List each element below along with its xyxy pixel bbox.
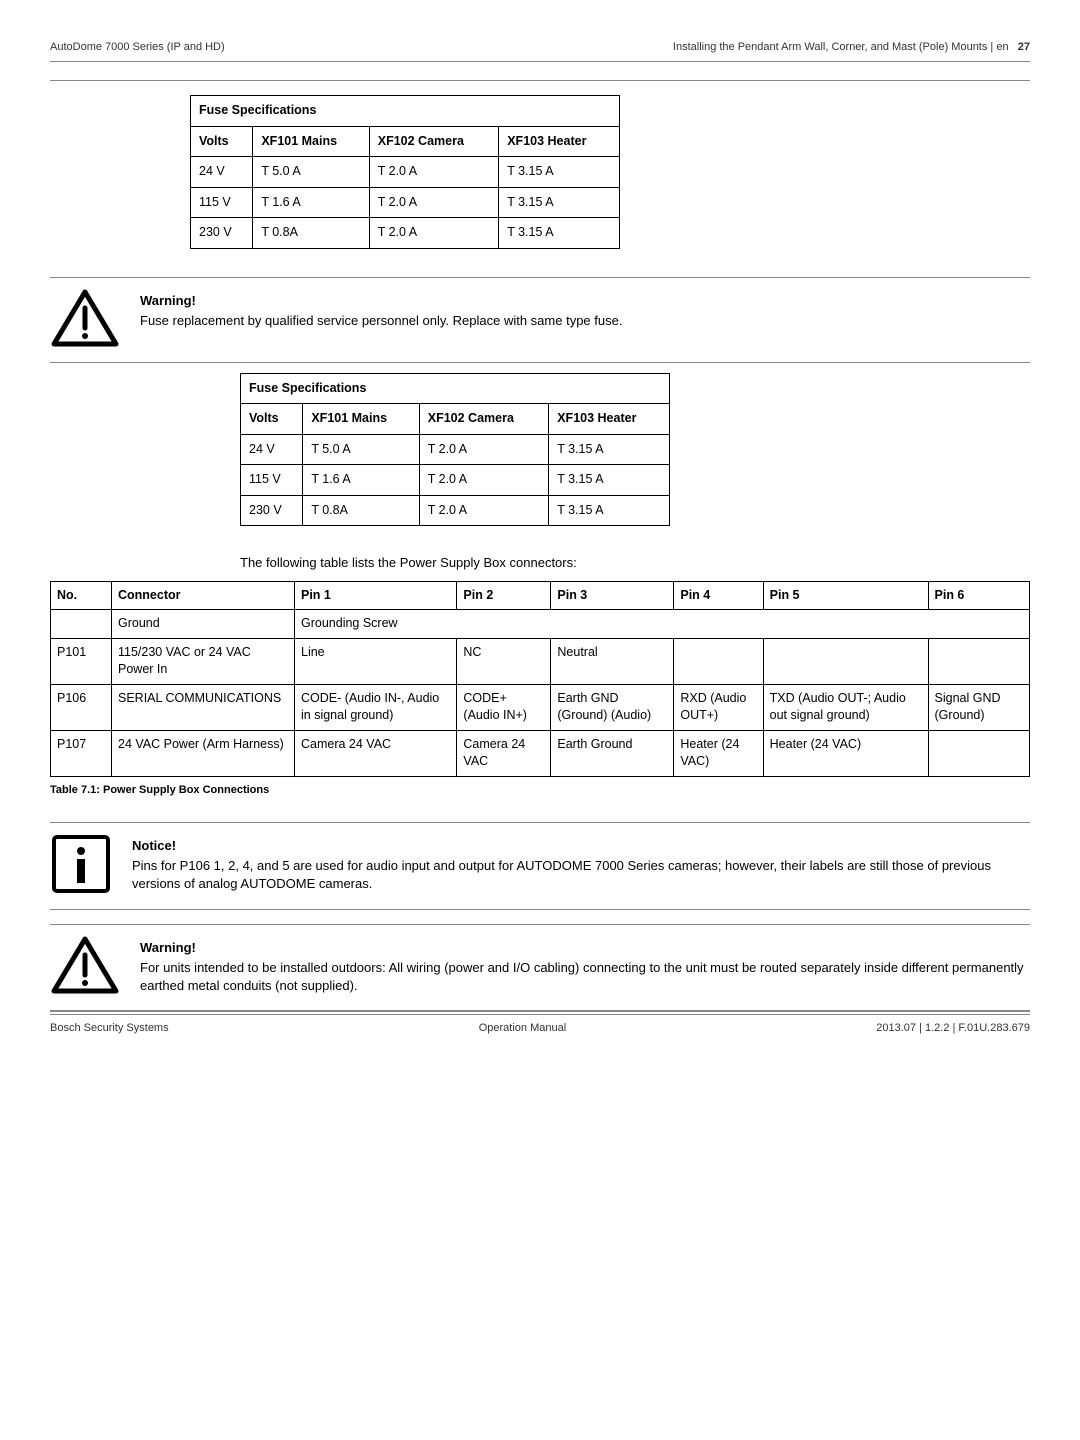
warning-triangle-icon [50,935,120,995]
divider [50,822,1030,823]
header-rule-2 [50,80,1030,81]
fuse-table-2: Fuse Specifications Volts XF101 Mains XF… [240,373,670,527]
info-square-icon [50,833,112,895]
divider [50,909,1030,910]
warning-triangle-icon [50,288,120,348]
divider [50,924,1030,925]
table-row: P107 24 VAC Power (Arm Harness) Camera 2… [51,730,1030,776]
table-row: P106 SERIAL COMMUNICATIONS CODE- (Audio … [51,684,1030,730]
connector-table: No. Connector Pin 1 Pin 2 Pin 3 Pin 4 Pi… [50,581,1030,777]
warning-title: Warning! [140,292,1030,310]
footer-left: Bosch Security Systems [50,1021,169,1036]
header-rule-1 [50,61,1030,62]
notice-title: Notice! [132,837,1030,855]
fuse-title: Fuse Specifications [191,96,620,127]
footer-rule-1 [50,1010,1030,1012]
fuse-h3: XF103 Heater [499,126,620,157]
warning-text-1: Warning! Fuse replacement by qualified s… [140,288,1030,330]
header-left: AutoDome 7000 Series (IP and HD) [50,40,225,55]
connectors-intro: The following table lists the Power Supp… [240,554,1030,572]
warning-title: Warning! [140,939,1030,957]
divider [50,277,1030,278]
divider [50,362,1030,363]
warning-body: Fuse replacement by qualified service pe… [140,313,622,328]
page-footer: Bosch Security Systems Operation Manual … [50,1021,1030,1036]
table-caption: Table 7.1: Power Supply Box Connections [50,783,1030,798]
warning-text-2: Warning! For units intended to be instal… [140,935,1030,996]
notice-body: Pins for P106 1, 2, 4, and 5 are used fo… [132,858,991,891]
notice-text: Notice! Pins for P106 1, 2, 4, and 5 are… [132,833,1030,894]
fuse-h1: XF101 Mains [253,126,369,157]
fuse-h2: XF102 Camera [369,126,498,157]
footer-right: 2013.07 | 1.2.2 | F.01U.283.679 [876,1021,1030,1036]
footer-rule-2 [50,1014,1030,1015]
fuse-table-1: Fuse Specifications Volts XF101 Mains XF… [190,95,620,249]
warning-block-1: Warning! Fuse replacement by qualified s… [50,288,1030,348]
table-row: Ground Grounding Screw [51,610,1030,639]
header-right: Installing the Pendant Arm Wall, Corner,… [673,40,1030,55]
page-number: 27 [1018,41,1030,53]
table-row: P101 115/230 VAC or 24 VAC Power In Line… [51,638,1030,684]
page-header: AutoDome 7000 Series (IP and HD) Install… [50,40,1030,55]
warning-block-2: Warning! For units intended to be instal… [50,935,1030,996]
notice-block: Notice! Pins for P106 1, 2, 4, and 5 are… [50,833,1030,895]
fuse-h0: Volts [191,126,253,157]
footer-center: Operation Manual [479,1021,566,1036]
warning-body: For units intended to be installed outdo… [140,960,1024,993]
